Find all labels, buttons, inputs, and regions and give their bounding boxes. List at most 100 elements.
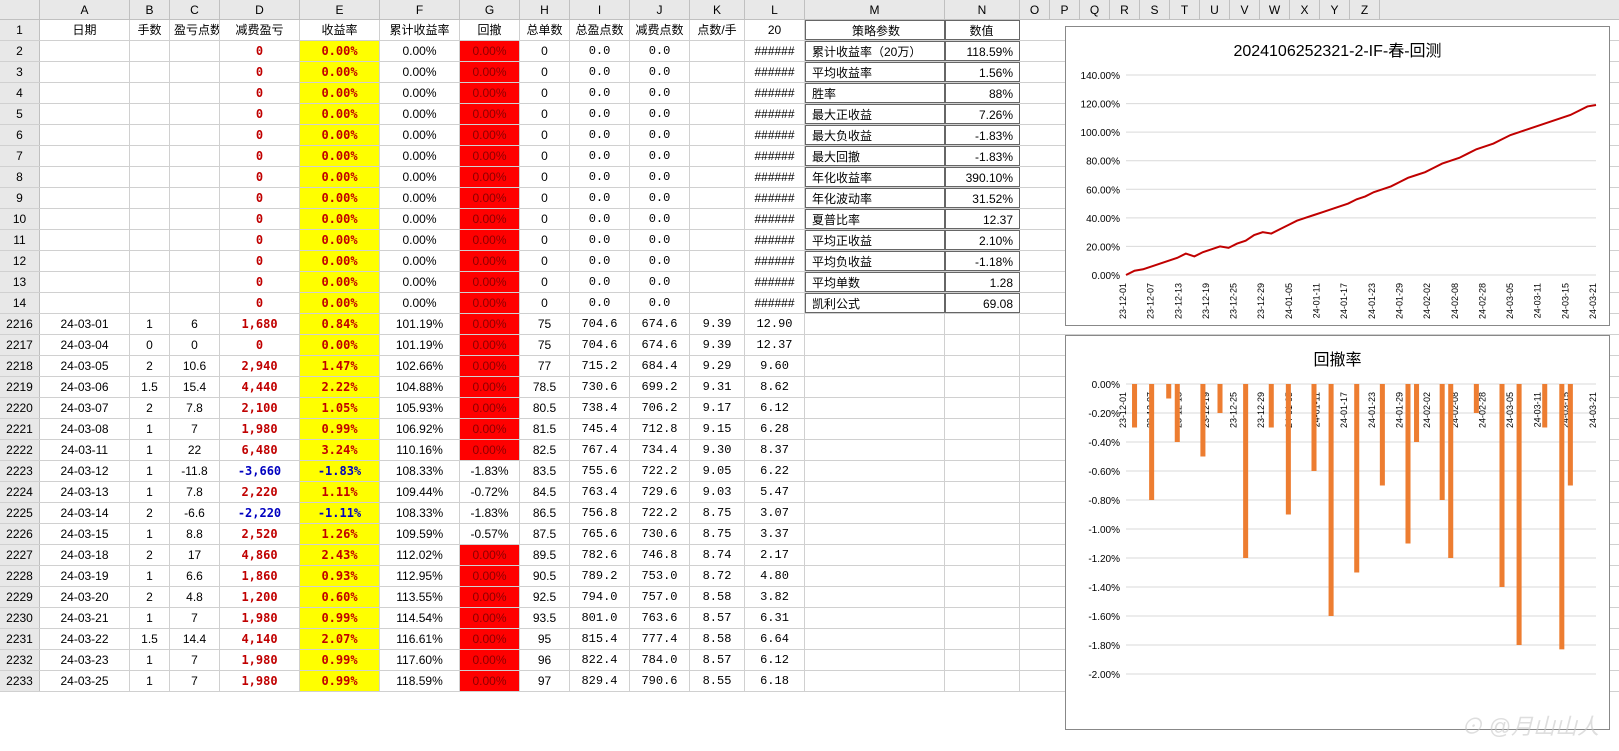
col-header-F[interactable]: F bbox=[380, 0, 460, 19]
row-header[interactable]: 8 bbox=[0, 167, 40, 187]
svg-text:-1.40%: -1.40% bbox=[1088, 583, 1120, 594]
svg-text:24-01-29: 24-01-29 bbox=[1394, 392, 1404, 428]
row-header[interactable]: 6 bbox=[0, 125, 40, 145]
col-header-H[interactable]: H bbox=[520, 0, 570, 19]
svg-text:-2.00%: -2.00% bbox=[1088, 670, 1120, 681]
svg-text:40.00%: 40.00% bbox=[1086, 214, 1120, 225]
svg-text:23-12-29: 23-12-29 bbox=[1256, 283, 1266, 319]
col-header-S[interactable]: S bbox=[1140, 0, 1170, 19]
row-header[interactable]: 9 bbox=[0, 188, 40, 208]
svg-text:24-02-28: 24-02-28 bbox=[1477, 392, 1487, 428]
col-header-G[interactable]: G bbox=[460, 0, 520, 19]
row-header[interactable]: 2224 bbox=[0, 482, 40, 502]
col-header-M[interactable]: M bbox=[805, 0, 945, 19]
svg-text:23-12-13: 23-12-13 bbox=[1173, 283, 1183, 319]
row-header[interactable]: 5 bbox=[0, 104, 40, 124]
svg-text:24-03-21: 24-03-21 bbox=[1588, 283, 1598, 319]
column-headers-row: ABCDEFGHIJKLMNOPQRSTUVWXYZ bbox=[0, 0, 1619, 20]
svg-text:24-03-15: 24-03-15 bbox=[1560, 283, 1570, 319]
row-header[interactable]: 2229 bbox=[0, 587, 40, 607]
col-header-L[interactable]: L bbox=[745, 0, 805, 19]
row-header[interactable]: 2218 bbox=[0, 356, 40, 376]
svg-text:24-01-05: 24-01-05 bbox=[1284, 283, 1294, 319]
row-header[interactable]: 2222 bbox=[0, 440, 40, 460]
row-header[interactable]: 2225 bbox=[0, 503, 40, 523]
row-header[interactable]: 2232 bbox=[0, 650, 40, 670]
svg-text:23-12-07: 23-12-07 bbox=[1146, 283, 1156, 319]
col-header-Y[interactable]: Y bbox=[1320, 0, 1350, 19]
svg-text:23-12-25: 23-12-25 bbox=[1229, 392, 1239, 428]
col-header-A[interactable]: A bbox=[40, 0, 130, 19]
row-header[interactable]: 2 bbox=[0, 41, 40, 61]
row-header[interactable]: 1 bbox=[0, 20, 40, 40]
svg-text:-1.20%: -1.20% bbox=[1088, 554, 1120, 565]
svg-text:24-02-02: 24-02-02 bbox=[1422, 283, 1432, 319]
col-header-P[interactable]: P bbox=[1050, 0, 1080, 19]
col-header-E[interactable]: E bbox=[300, 0, 380, 19]
row-header[interactable]: 2221 bbox=[0, 419, 40, 439]
row-header[interactable]: 2231 bbox=[0, 629, 40, 649]
svg-text:24-01-11: 24-01-11 bbox=[1312, 283, 1322, 318]
row-header[interactable]: 4 bbox=[0, 83, 40, 103]
row-header[interactable]: 13 bbox=[0, 272, 40, 292]
cumulative-return-chart: 2024106252321-2-IF-春-回测 0.00%20.00%40.00… bbox=[1065, 26, 1610, 326]
row-header[interactable]: 14 bbox=[0, 293, 40, 313]
chart2-title: 回撤率 bbox=[1066, 336, 1609, 374]
col-header-N[interactable]: N bbox=[945, 0, 1020, 19]
col-header-I[interactable]: I bbox=[570, 0, 630, 19]
col-header-D[interactable]: D bbox=[220, 0, 300, 19]
svg-text:24-03-11: 24-03-11 bbox=[1533, 392, 1543, 427]
svg-text:23-12-01: 23-12-01 bbox=[1118, 392, 1128, 428]
svg-text:24-01-23: 24-01-23 bbox=[1367, 283, 1377, 319]
svg-text:24-02-02: 24-02-02 bbox=[1422, 392, 1432, 428]
row-header[interactable]: 2227 bbox=[0, 545, 40, 565]
col-header-T[interactable]: T bbox=[1170, 0, 1200, 19]
svg-text:-0.80%: -0.80% bbox=[1088, 496, 1120, 507]
svg-text:24-01-17: 24-01-17 bbox=[1339, 392, 1349, 428]
svg-text:0.00%: 0.00% bbox=[1092, 271, 1120, 282]
col-header-W[interactable]: W bbox=[1260, 0, 1290, 19]
svg-text:24-01-29: 24-01-29 bbox=[1394, 283, 1404, 319]
col-header-O[interactable]: O bbox=[1020, 0, 1050, 19]
col-header-corner[interactable] bbox=[0, 0, 40, 19]
row-header[interactable]: 2228 bbox=[0, 566, 40, 586]
row-header[interactable]: 2223 bbox=[0, 461, 40, 481]
svg-text:24-02-28: 24-02-28 bbox=[1477, 283, 1487, 319]
svg-text:24-01-17: 24-01-17 bbox=[1339, 283, 1349, 319]
row-header[interactable]: 2230 bbox=[0, 608, 40, 628]
row-header[interactable]: 2233 bbox=[0, 671, 40, 691]
col-header-X[interactable]: X bbox=[1290, 0, 1320, 19]
row-header[interactable]: 12 bbox=[0, 251, 40, 271]
row-header[interactable]: 3 bbox=[0, 62, 40, 82]
row-header[interactable]: 7 bbox=[0, 146, 40, 166]
col-header-R[interactable]: R bbox=[1110, 0, 1140, 19]
row-header[interactable]: 2216 bbox=[0, 314, 40, 334]
row-header[interactable]: 2220 bbox=[0, 398, 40, 418]
col-header-B[interactable]: B bbox=[130, 0, 170, 19]
row-header[interactable]: 2217 bbox=[0, 335, 40, 355]
row-header[interactable]: 2219 bbox=[0, 377, 40, 397]
svg-text:24-03-05: 24-03-05 bbox=[1505, 283, 1515, 319]
col-header-Q[interactable]: Q bbox=[1080, 0, 1110, 19]
row-header[interactable]: 2226 bbox=[0, 524, 40, 544]
col-header-C[interactable]: C bbox=[170, 0, 220, 19]
col-header-V[interactable]: V bbox=[1230, 0, 1260, 19]
col-header-J[interactable]: J bbox=[630, 0, 690, 19]
col-header-U[interactable]: U bbox=[1200, 0, 1230, 19]
svg-text:24-03-05: 24-03-05 bbox=[1505, 392, 1515, 428]
svg-text:-1.60%: -1.60% bbox=[1088, 612, 1120, 623]
row-header[interactable]: 10 bbox=[0, 209, 40, 229]
svg-text:23-12-19: 23-12-19 bbox=[1201, 283, 1211, 319]
svg-text:-0.60%: -0.60% bbox=[1088, 467, 1120, 478]
row-header[interactable]: 11 bbox=[0, 230, 40, 250]
svg-text:20.00%: 20.00% bbox=[1086, 242, 1120, 253]
svg-text:24-02-08: 24-02-08 bbox=[1450, 283, 1460, 319]
svg-text:23-12-01: 23-12-01 bbox=[1118, 283, 1128, 319]
svg-text:140.00%: 140.00% bbox=[1081, 71, 1121, 82]
svg-text:-1.80%: -1.80% bbox=[1088, 641, 1120, 652]
svg-text:120.00%: 120.00% bbox=[1081, 100, 1121, 111]
svg-text:24-03-21: 24-03-21 bbox=[1588, 392, 1598, 428]
col-header-K[interactable]: K bbox=[690, 0, 745, 19]
col-header-Z[interactable]: Z bbox=[1350, 0, 1380, 19]
svg-text:23-12-29: 23-12-29 bbox=[1256, 392, 1266, 428]
